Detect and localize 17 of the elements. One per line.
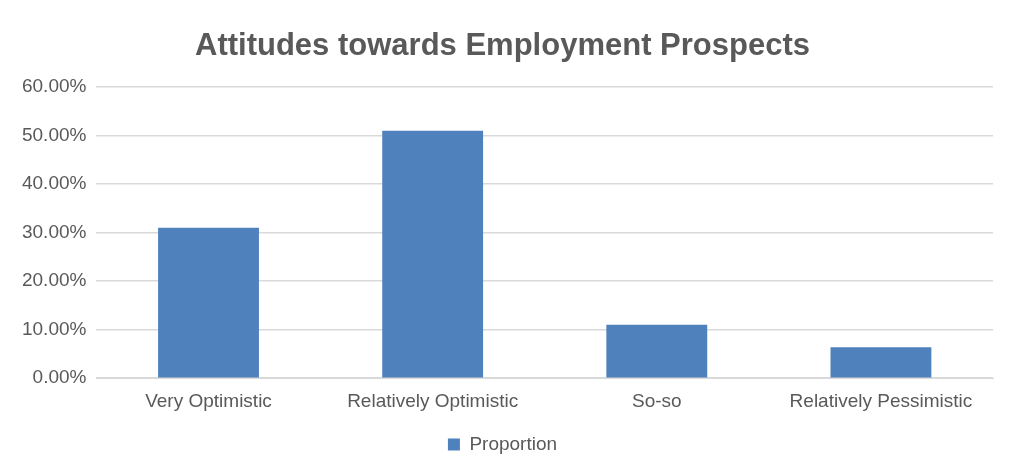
chart-title: Attitudes towards Employment Prospects	[195, 27, 810, 63]
y-tick-label: 40.00%	[21, 172, 87, 194]
y-tick-label: 50.00%	[21, 123, 87, 145]
legend-label: Proportion	[469, 432, 558, 454]
bar	[158, 227, 259, 378]
x-tick-label: Relatively Optimistic	[347, 389, 519, 411]
y-tick-label: 0.00%	[32, 366, 87, 388]
y-tick-label: 20.00%	[21, 269, 87, 291]
bar	[606, 324, 708, 378]
x-tick-label: Very Optimistic	[145, 389, 272, 411]
bar	[382, 130, 484, 378]
x-tick-label: Relatively Pessimistic	[789, 389, 973, 411]
x-tick-label: So-so	[631, 389, 682, 411]
y-tick-label: 30.00%	[21, 220, 87, 242]
y-tick-label: 10.00%	[21, 317, 87, 339]
y-tick-label: 60.00%	[21, 75, 87, 97]
bar	[830, 347, 932, 378]
